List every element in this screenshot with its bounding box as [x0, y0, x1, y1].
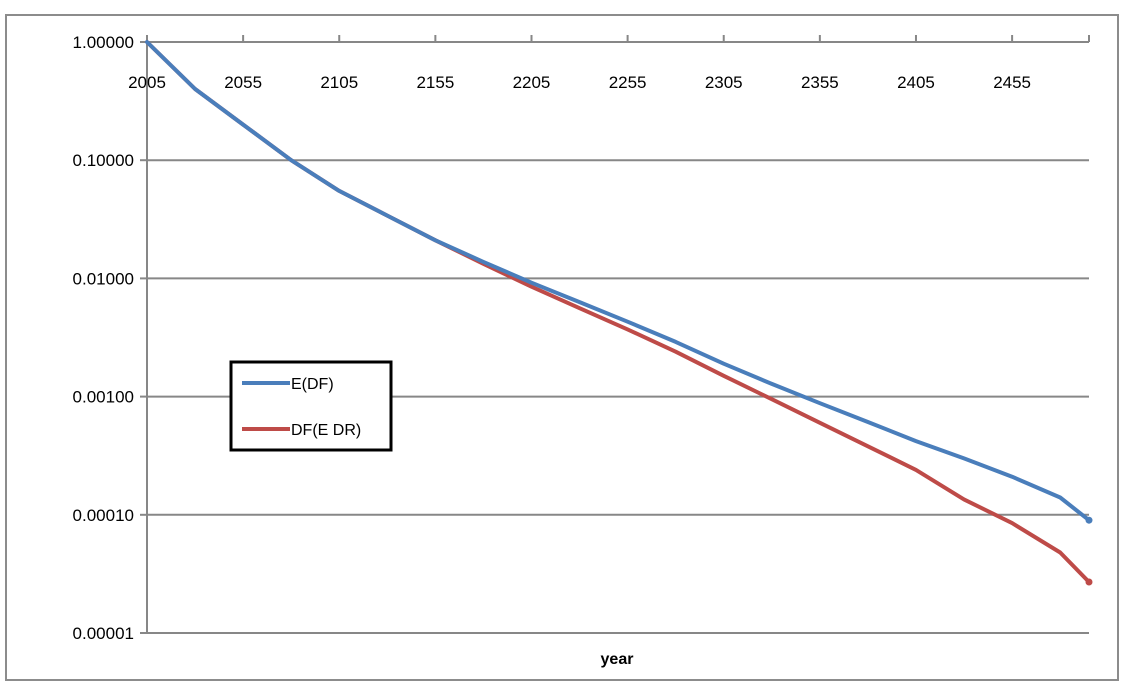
- legend: E(DF) DF(E DR): [229, 360, 393, 452]
- x-tick-label: 2255: [609, 73, 647, 92]
- chart-frame: [5, 14, 1119, 681]
- y-tick-label: 0.10000: [73, 151, 134, 170]
- y-tick-label: 0.00010: [73, 506, 134, 525]
- x-tick-label: 2205: [513, 73, 551, 92]
- x-tick-labels: 2005 2055 2105 2155 2205 2255 2305 2355 2405 2455: [128, 73, 1031, 92]
- legend-box: [229, 360, 393, 452]
- x-tick-label: 2305: [705, 73, 743, 92]
- series-line: [145, 40, 1091, 523]
- x-tick-label: 2155: [416, 73, 454, 92]
- y-tick-label: 0.00001: [73, 624, 134, 643]
- y-tick-label: 1.00000: [73, 33, 134, 52]
- series-line: [145, 40, 1091, 584]
- legend-label: E(DF): [291, 376, 334, 393]
- x-axis-label: year: [601, 651, 634, 668]
- series-end-point: [1085, 516, 1093, 524]
- y-tick-label: 0.01000: [73, 269, 134, 288]
- x-tick-label: 2055: [224, 73, 262, 92]
- grid: [147, 41, 1089, 516]
- legend-label: DF(E DR): [291, 422, 361, 439]
- x-tick-label: 2355: [801, 73, 839, 92]
- y-tick-labels: 1.00000 0.10000 0.01000 0.00100 0.00010 0.000…: [73, 33, 134, 643]
- axes: [140, 35, 1090, 634]
- series-end-point: [1085, 578, 1093, 586]
- x-tick-label: 2005: [128, 73, 166, 92]
- y-tick-label: 0.00100: [73, 388, 134, 407]
- x-tick-label: 2105: [320, 73, 358, 92]
- x-tick-label: 2455: [993, 73, 1031, 92]
- series: [145, 40, 1093, 586]
- x-tick-label: 2405: [897, 73, 935, 92]
